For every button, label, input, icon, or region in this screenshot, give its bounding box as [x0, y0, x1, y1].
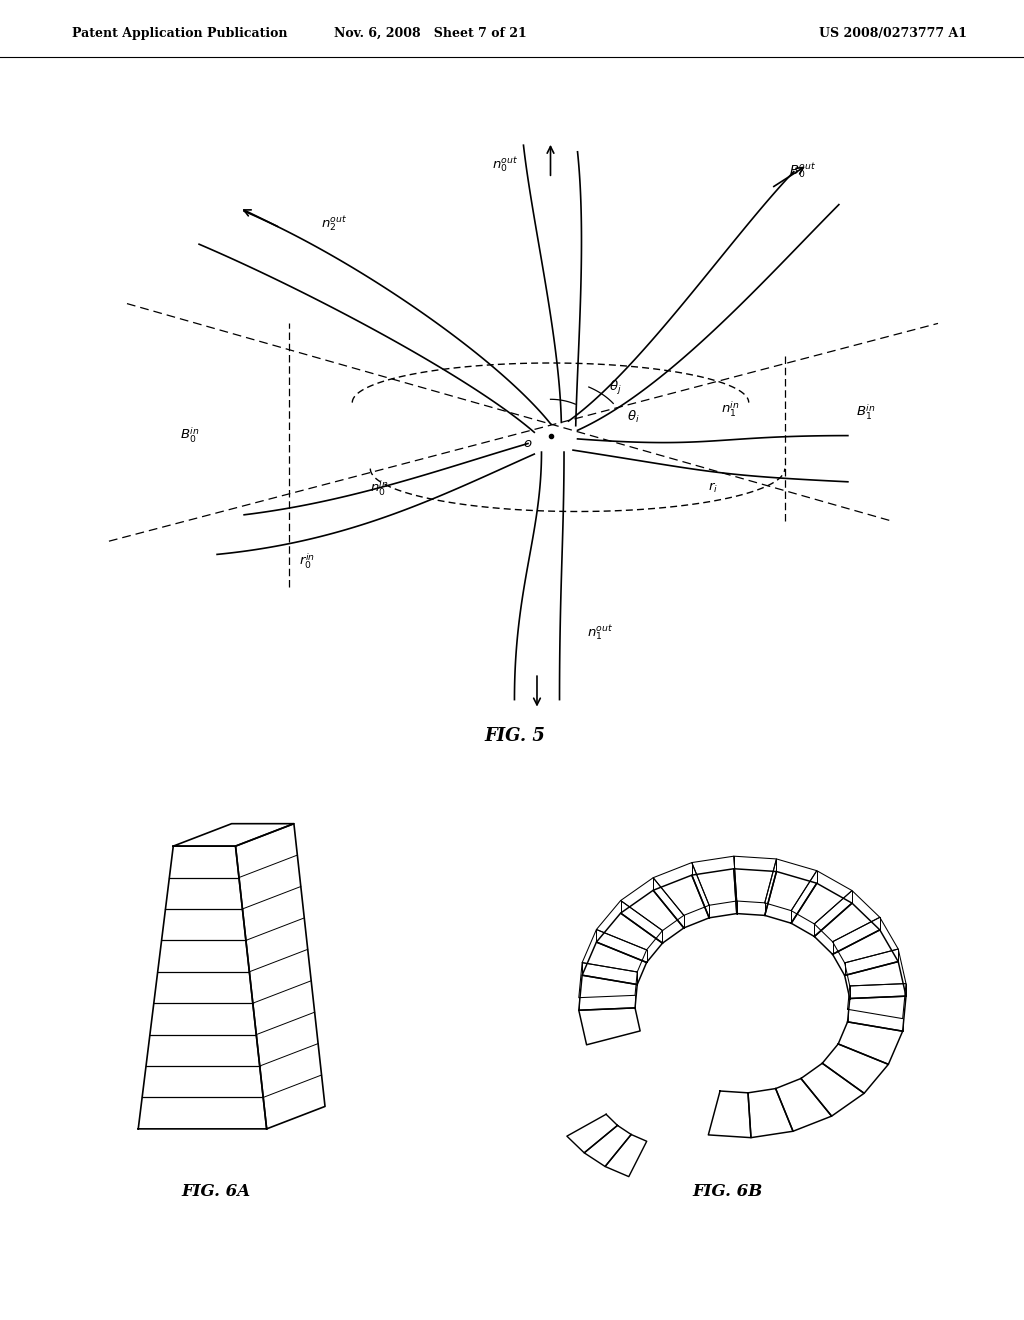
- Text: Nov. 6, 2008   Sheet 7 of 21: Nov. 6, 2008 Sheet 7 of 21: [334, 26, 526, 40]
- Text: $r_0^{in}$: $r_0^{in}$: [299, 552, 315, 570]
- Text: FIG. 6A: FIG. 6A: [181, 1183, 251, 1200]
- Text: FIG. 6B: FIG. 6B: [692, 1183, 762, 1200]
- Text: $B_1^{in}$: $B_1^{in}$: [856, 403, 876, 422]
- Text: $B_0^{in}$: $B_0^{in}$: [180, 426, 200, 445]
- Text: $\theta_i$: $\theta_i$: [627, 409, 640, 425]
- Text: $r_i$: $r_i$: [708, 482, 718, 495]
- Text: $\theta_j$: $\theta_j$: [609, 379, 622, 397]
- Text: Patent Application Publication: Patent Application Publication: [72, 26, 287, 40]
- Text: $o$: $o$: [523, 437, 532, 450]
- Text: $n_2^{out}$: $n_2^{out}$: [321, 215, 347, 234]
- Text: $B_0^{out}$: $B_0^{out}$: [790, 162, 816, 181]
- Text: US 2008/0273777 A1: US 2008/0273777 A1: [819, 26, 968, 40]
- Text: $n_0^{out}$: $n_0^{out}$: [493, 156, 519, 174]
- Text: $n_1^{in}$: $n_1^{in}$: [721, 400, 740, 418]
- Text: FIG. 5: FIG. 5: [484, 727, 545, 744]
- Text: $n_1^{out}$: $n_1^{out}$: [587, 624, 613, 643]
- Text: $n_0^{in}$: $n_0^{in}$: [370, 479, 389, 498]
